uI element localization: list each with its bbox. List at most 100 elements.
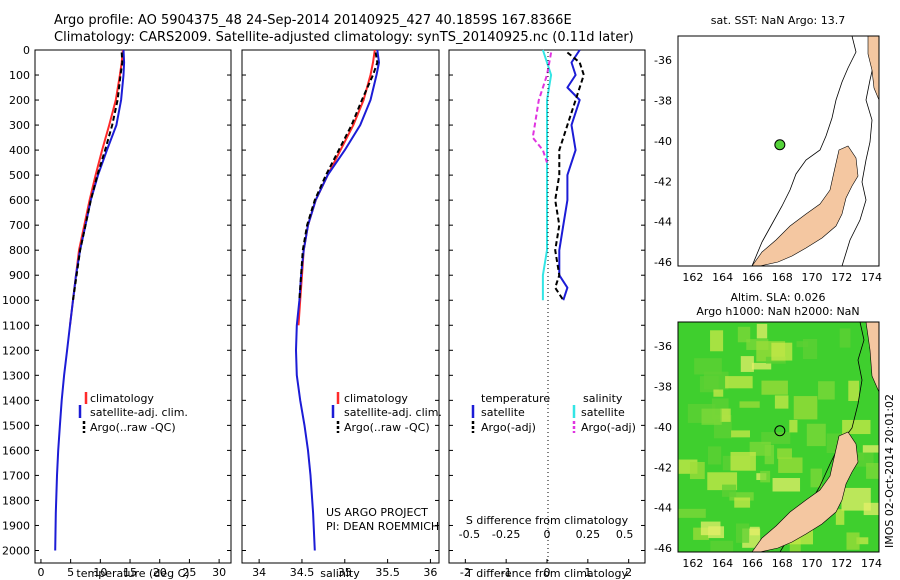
- legend-label-argo: Argo(..raw -QC): [344, 421, 430, 434]
- sst-land-north-island: [867, 36, 879, 101]
- depth-tick-label: 0: [23, 44, 30, 57]
- sla-anomaly-patch: [810, 468, 822, 488]
- difference-top-tick-label: -0.25: [492, 528, 520, 541]
- temperature-series-climatology: [69, 49, 124, 326]
- depth-tick-label: 400: [9, 144, 30, 157]
- sla-anomaly-patch: [689, 461, 705, 480]
- figure-title-line2: Climatology: CARS2009. Satellite-adjuste…: [54, 30, 634, 45]
- sla-anomaly-patch: [806, 423, 826, 447]
- salinity-panel-frame: [241, 49, 440, 564]
- depth-tick-label: 500: [9, 169, 30, 182]
- legend-label-climatology: climatology: [90, 392, 154, 405]
- sla-anomaly-patch: [731, 430, 750, 438]
- credit-pi: PI: DEAN ROEMMICH: [326, 520, 439, 533]
- difference-top-tick-label: -0.5: [459, 528, 480, 541]
- difference-top-tick-label: 0.5: [616, 528, 634, 541]
- temperature-xtick-label: 25: [182, 566, 196, 579]
- sla-anomaly-patch: [866, 463, 879, 479]
- depth-tick-label: 300: [9, 119, 30, 132]
- sst-lon-tick-label: 172: [831, 271, 852, 284]
- sst-lat-tick-label: -38: [654, 95, 672, 108]
- sst-map-frame: [677, 35, 880, 267]
- sla-anomaly-patch: [708, 526, 725, 539]
- sst-lat-tick-label: -40: [654, 135, 672, 148]
- sla-float-marker: [774, 425, 786, 437]
- sla-anomaly-patch: [730, 451, 756, 471]
- sst-lat-tick-label: -44: [654, 216, 672, 229]
- salinity-xtick-label: 36: [423, 566, 437, 579]
- sst-land-south-island: [751, 145, 859, 266]
- temperature-series-satellite-adj-clim-: [54, 49, 126, 551]
- sla-anomaly-patch: [839, 328, 851, 348]
- difference-series-salinity-argo-adj-: [531, 52, 553, 163]
- legend-label-climatology: climatology: [344, 392, 408, 405]
- sla-anomaly-patch: [720, 408, 731, 422]
- legend-label-satellite: satellite-adj. clim.: [90, 406, 188, 419]
- sla-map-title-line2: Argo h1000: NaN h2000: NaN: [696, 305, 859, 318]
- sla-lon-tick-label: 164: [712, 557, 733, 570]
- salinity-xtick-label: 34.5: [290, 566, 315, 579]
- sla-anomaly-patch: [701, 408, 722, 425]
- sla-anomaly-patch: [722, 484, 737, 497]
- sla-lat-tick-label: -38: [654, 381, 672, 394]
- sst-lon-tick-label: 164: [712, 271, 733, 284]
- sla-lon-tick-label: 174: [861, 557, 882, 570]
- sst-lon-tick-label: 168: [772, 271, 793, 284]
- sla-land-south-island: [751, 431, 859, 552]
- salinity-legend: climatology satellite-adj. clim. Argo(..…: [331, 392, 442, 434]
- sla-map-title-line1: Altim. SLA: 0.026: [730, 291, 825, 304]
- sla-anomaly-patch: [863, 502, 879, 516]
- sla-anomaly-patch: [789, 419, 798, 433]
- salinity-series-satellite-adj-clim-: [295, 49, 380, 551]
- imos-stamp: IMOS 02-Oct-2014 20:01:02: [883, 394, 896, 548]
- sla-anomaly-patch: [793, 396, 818, 420]
- difference-series-temperature-argo-adj-: [554, 51, 585, 301]
- sla-anomaly-patch: [708, 446, 722, 465]
- axes-layer: 0100200300400500600700800900100011001200…: [2, 44, 882, 579]
- temperature-xtick-label: 5: [67, 566, 74, 579]
- legend-header-salinity: salinity: [583, 392, 623, 405]
- depth-tick-label: 1800: [2, 494, 30, 507]
- legend-label-temp-argo: Argo(-adj): [481, 421, 536, 434]
- sst-lat-tick-label: -36: [654, 54, 672, 67]
- sla-anomaly-patch: [710, 540, 734, 552]
- difference-top-tick-label: 0.25: [576, 528, 601, 541]
- legend-label-sal-argo: Argo(-adj): [581, 421, 636, 434]
- sla-lon-tick-label: 172: [831, 557, 852, 570]
- temperature-xtick-label: 30: [212, 566, 226, 579]
- legend-label-sal-satellite: satellite: [581, 406, 625, 419]
- depth-tick-label: 700: [9, 219, 30, 232]
- sla-anomaly-patch: [760, 470, 771, 483]
- sst-lon-tick-label: 170: [802, 271, 823, 284]
- difference-legend: temperature salinity satellite Argo(-adj…: [471, 392, 636, 434]
- sla-anomaly-patch: [737, 326, 751, 343]
- sla-anomaly-patch: [846, 532, 860, 550]
- sla-anomaly-patch: [778, 457, 803, 473]
- sla-anomaly-patch: [734, 497, 751, 508]
- sla-lon-tick-label: 168: [772, 557, 793, 570]
- sla-anomaly-patch: [756, 323, 768, 339]
- sst-map-title: sat. SST: NaN Argo: 13.7: [711, 14, 845, 27]
- depth-tick-label: 1600: [2, 444, 30, 457]
- sla-map-frame: [677, 321, 880, 553]
- sst-lon-tick-label: 174: [861, 271, 882, 284]
- salinity-series-climatology: [297, 49, 376, 326]
- temperature-xtick-label: 10: [93, 566, 107, 579]
- sst-lat-tick-label: -46: [654, 256, 672, 269]
- sla-anomaly-patch: [771, 342, 793, 361]
- sla-anomaly-patch: [761, 380, 788, 395]
- sla-anomaly-patch: [796, 341, 809, 348]
- legend-header-temperature: temperature: [481, 392, 550, 405]
- sst-lat-tick-label: -42: [654, 175, 672, 188]
- sla-lat-tick-label: -46: [654, 542, 672, 555]
- sla-land-north-island: [865, 322, 879, 393]
- depth-tick-label: 2000: [2, 544, 30, 557]
- sla-anomaly-patch: [764, 444, 775, 465]
- sla-anomaly-patch: [856, 537, 869, 545]
- depth-tick-label: 1900: [2, 519, 30, 532]
- sla-anomaly-patch: [740, 356, 754, 372]
- depth-tick-label: 600: [9, 194, 30, 207]
- sst-contour-east: [841, 36, 877, 266]
- sla-anomaly-patch: [772, 478, 801, 492]
